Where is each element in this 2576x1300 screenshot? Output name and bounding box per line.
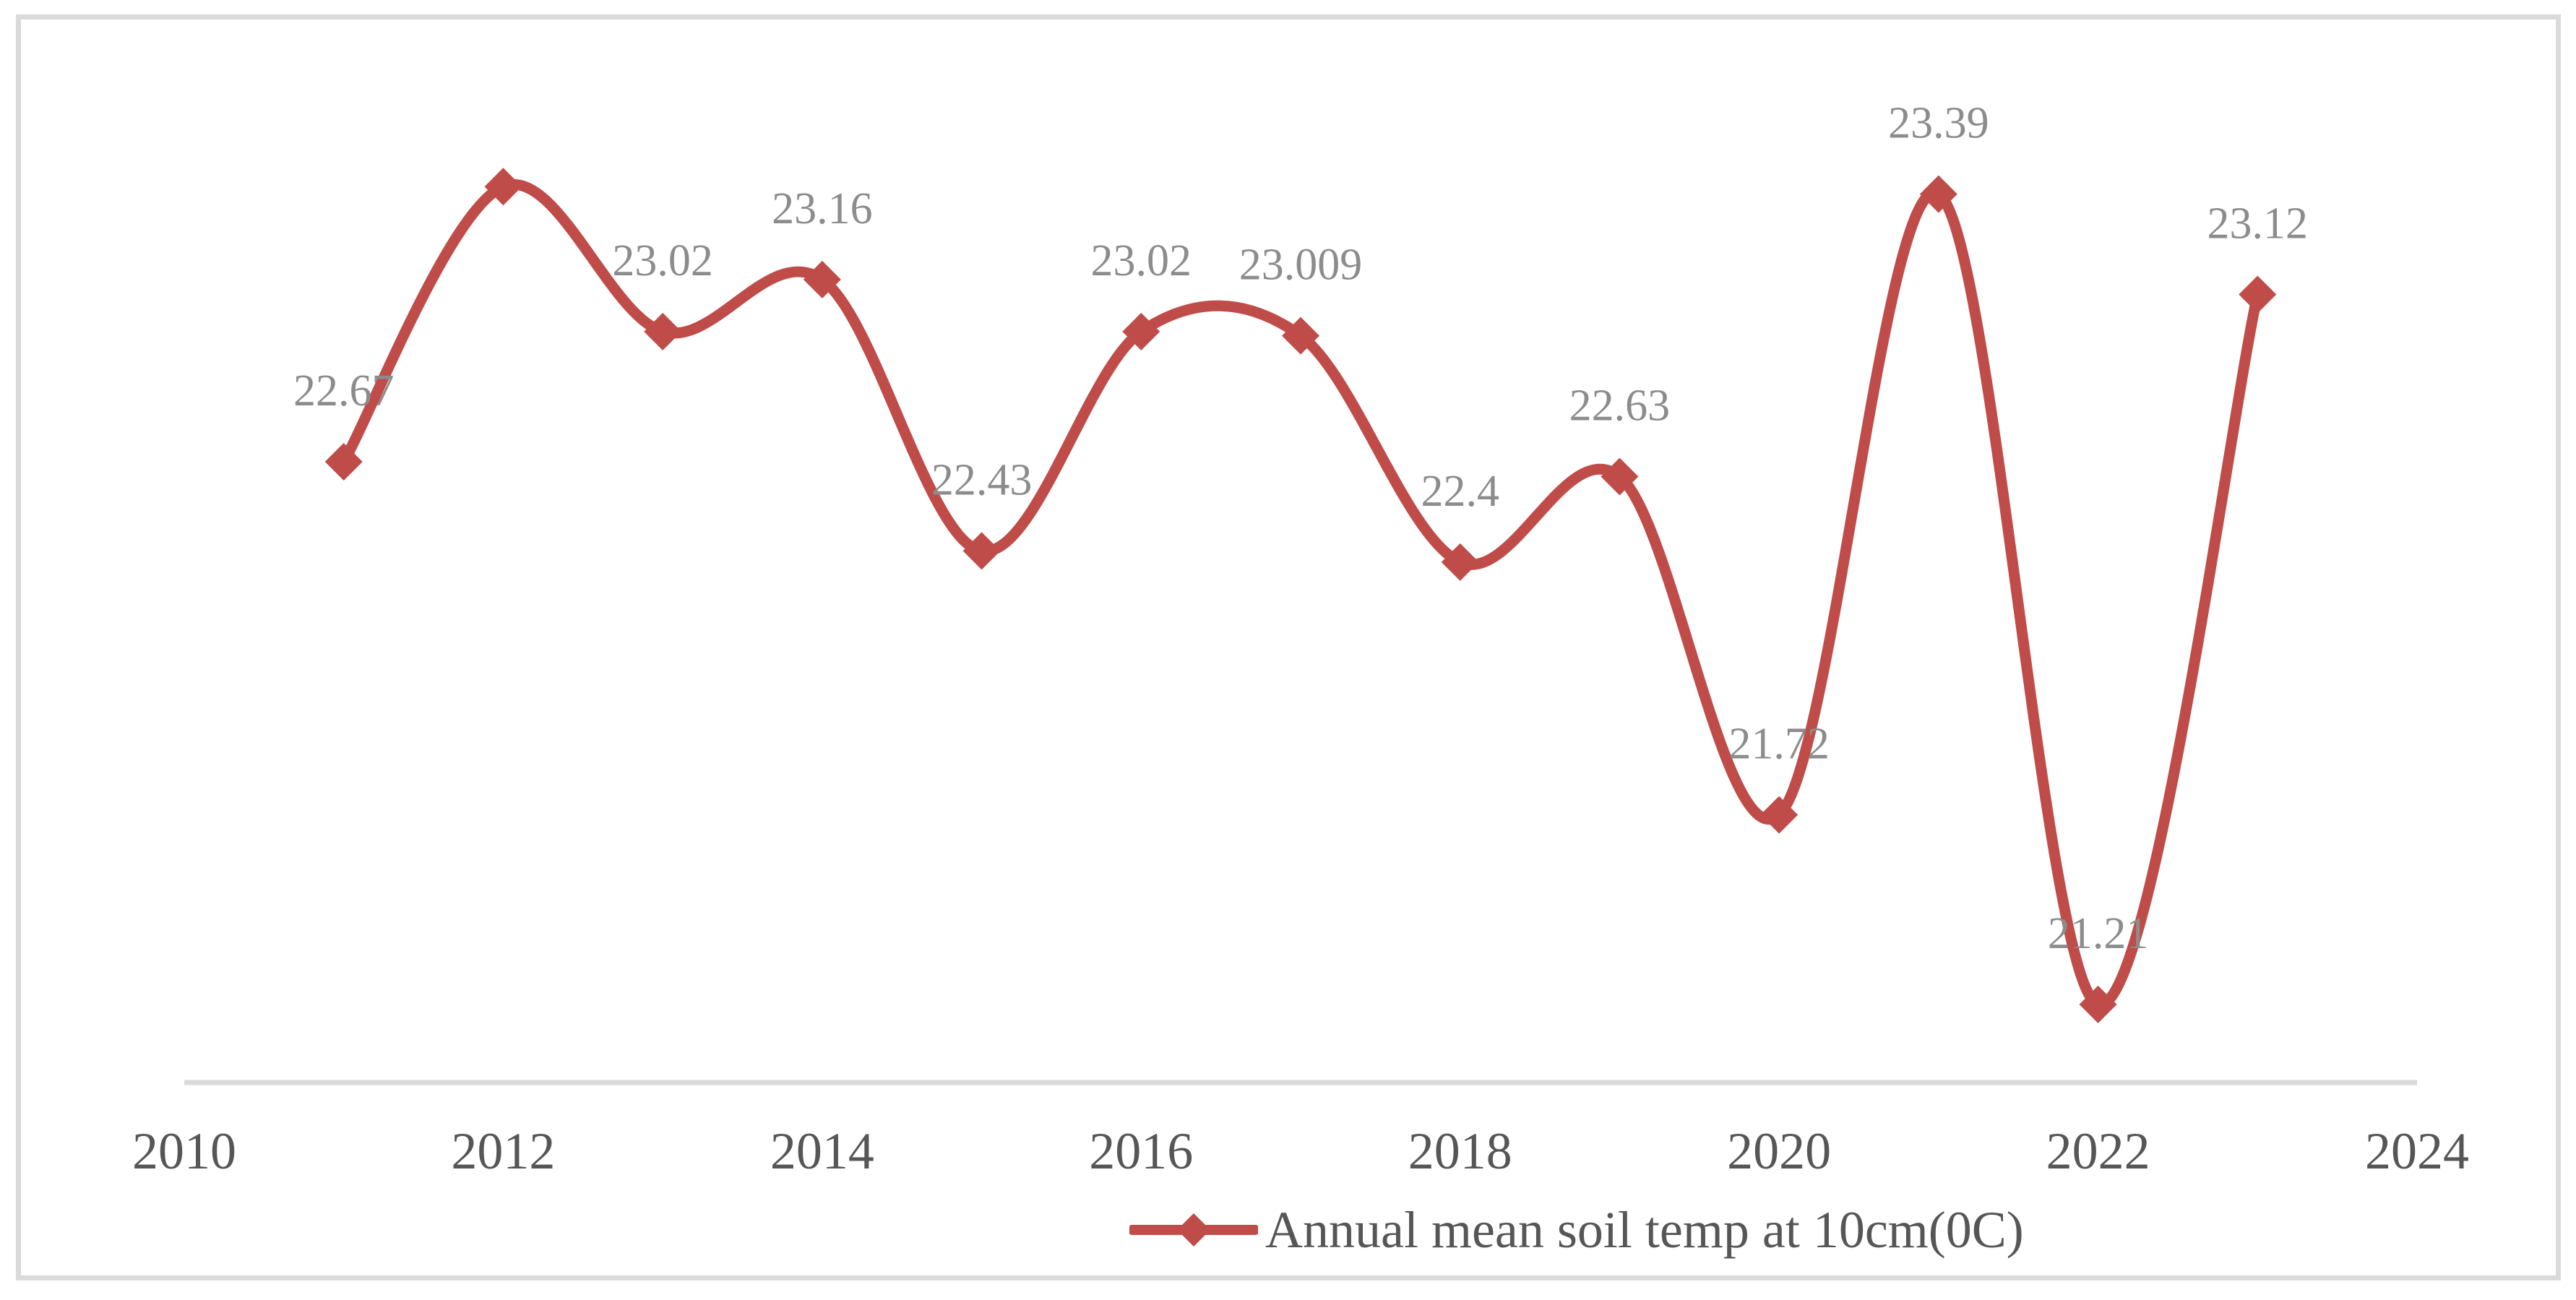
data-point-marker-2020[interactable] <box>1760 796 1799 834</box>
data-point-marker-2014[interactable] <box>803 260 841 298</box>
x-tick-label: 2020 <box>1727 1122 1831 1180</box>
data-label-2016: 23.02 <box>1091 236 1192 285</box>
data-label-2014: 23.16 <box>772 184 873 233</box>
x-tick-label: 2016 <box>1089 1122 1193 1180</box>
legend[interactable]: Annual mean soil temp at 10cm(0C) <box>1129 1192 2024 1267</box>
data-point-marker-2022[interactable] <box>2079 985 2117 1023</box>
data-label-2018: 22.4 <box>1421 467 1499 516</box>
data-point-marker-2017[interactable] <box>1282 317 1319 355</box>
data-point-marker-2011[interactable] <box>324 442 363 481</box>
x-tick-label: 2022 <box>2046 1122 2150 1180</box>
data-point-marker-2012[interactable] <box>484 168 522 206</box>
data-point-marker-2015[interactable] <box>962 532 1001 570</box>
x-tick-label: 2010 <box>132 1122 236 1180</box>
x-tick-label: 2012 <box>451 1122 555 1180</box>
x-tick-label: 2018 <box>1408 1122 1512 1180</box>
data-label-2017: 23.009 <box>1239 241 1363 290</box>
series-line[interactable] <box>338 179 2263 1010</box>
data-label-2011: 22.67 <box>293 366 395 416</box>
data-point-marker-2018[interactable] <box>1441 543 1479 581</box>
data-point-marker-2021[interactable] <box>1919 175 1957 213</box>
data-point-marker-2023[interactable] <box>2239 275 2277 314</box>
data-label-2013: 23.02 <box>612 236 713 285</box>
data-point-marker-2016[interactable] <box>1122 312 1160 350</box>
chart-border <box>16 14 2561 1280</box>
data-label-2019: 22.63 <box>1569 382 1671 431</box>
data-point-marker-2013[interactable] <box>644 312 682 350</box>
data-label-2022: 21.21 <box>2048 909 2149 958</box>
data-point-marker-2019[interactable] <box>1601 457 1639 496</box>
data-label-2020: 21.72 <box>1728 720 1830 769</box>
legend-line-diamond-icon <box>1129 1213 1258 1247</box>
data-label-2023: 23.12 <box>2207 199 2309 248</box>
data-label-2021: 23.39 <box>1888 99 1989 148</box>
data-label-2015: 22.43 <box>931 455 1033 504</box>
x-tick-label: 2014 <box>770 1122 874 1180</box>
x-tick-label: 2024 <box>2365 1122 2469 1180</box>
legend-label: Annual mean soil temp at 10cm(0C) <box>1265 1200 2024 1259</box>
